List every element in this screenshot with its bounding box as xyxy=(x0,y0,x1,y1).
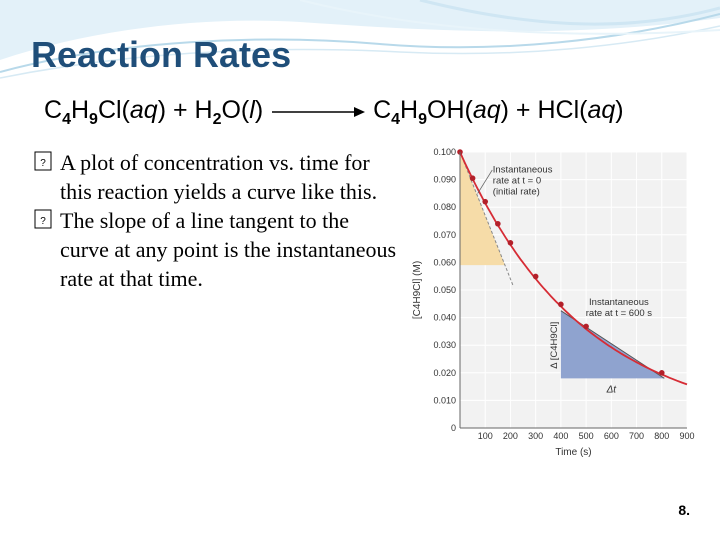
bullet-list: ? A plot of concentration vs. time for t… xyxy=(34,148,398,293)
y-tick-label: 0.100 xyxy=(433,147,456,157)
annotation-initial-rate: rate at t = 0 xyxy=(493,176,541,187)
x-tick-label: 900 xyxy=(679,431,694,441)
data-point xyxy=(469,175,476,182)
bullet-item: ? A plot of concentration vs. time for t… xyxy=(34,148,398,206)
tangent-line-t0 xyxy=(459,151,514,286)
x-tick-label: 500 xyxy=(579,431,594,441)
svg-text:?: ? xyxy=(40,216,46,227)
concentration-time-chart: 0 0.010 0.020 0.030 0.040 0.050 0.060 0.070 0.08… xyxy=(412,147,695,458)
x-tick-label: 100 xyxy=(478,431,493,441)
annotation-rate-600s: rate at t = 600 s xyxy=(586,308,653,319)
y-tick-label: 0.090 xyxy=(433,175,456,185)
plus-sign: + xyxy=(508,96,538,124)
annotation-rate-600s: Instantaneous xyxy=(589,297,649,308)
initial-rate-triangle xyxy=(460,152,505,266)
tangent-triangle-600s xyxy=(560,310,665,379)
data-point xyxy=(495,220,501,227)
x-tick-label: 200 xyxy=(503,431,518,441)
product-2: HCl(aq) xyxy=(537,96,624,124)
y-tick-label: 0.020 xyxy=(433,368,456,378)
y-tick-label: 0.010 xyxy=(433,395,456,405)
annotation-initial-rate: (initial rate) xyxy=(493,187,540,198)
y-tick-label: 0.070 xyxy=(433,230,456,240)
data-point xyxy=(658,370,665,376)
delta-concentration-label: Δ [C4H9Cl] xyxy=(549,322,560,369)
slide-title: Reaction Rates xyxy=(31,34,292,75)
data-point xyxy=(583,323,589,330)
y-axis-label: [C4H9Cl] (M) xyxy=(412,261,423,319)
y-tick-label: 0.040 xyxy=(433,313,456,323)
y-tick-label: 0.080 xyxy=(433,202,456,212)
svg-text:?: ? xyxy=(40,158,46,169)
y-tick-label: 0.050 xyxy=(433,285,456,295)
y-tick-label: 0 xyxy=(451,423,456,433)
product-1: C4H9OH(aq) xyxy=(373,96,509,128)
data-point xyxy=(558,301,564,308)
page-number: 8. xyxy=(678,502,690,518)
annotation-initial-rate: Instantaneous xyxy=(493,165,553,176)
reactant-1: C4H9Cl(aq) xyxy=(44,96,167,128)
x-tick-label: 300 xyxy=(528,431,543,441)
reaction-arrow-icon xyxy=(270,97,366,126)
x-tick-label: 700 xyxy=(629,431,644,441)
data-point xyxy=(532,273,539,280)
delta-time-label: Δt xyxy=(606,384,618,395)
x-axis-label: Time (s) xyxy=(555,447,591,458)
data-point xyxy=(507,240,514,246)
y-tick-label: 0.060 xyxy=(433,257,456,267)
bullet-item: ? The slope of a line tangent to the cur… xyxy=(34,206,398,293)
y-tick-label: 0.030 xyxy=(433,340,456,350)
x-tick-label: 400 xyxy=(553,431,568,441)
x-tick-label: 800 xyxy=(654,431,669,441)
x-tick-label: 600 xyxy=(604,431,619,441)
reaction-equation: C4H9Cl(aq) + H2O(l) C4H9OH(aq) + HCl(aq) xyxy=(44,96,624,128)
data-point xyxy=(482,198,489,205)
bullet-box-icon: ? xyxy=(34,206,52,235)
header-swoosh-decoration xyxy=(0,0,720,79)
bullet-box-icon: ? xyxy=(34,148,52,177)
plus-sign: + xyxy=(166,96,195,124)
annotation-leader-line xyxy=(477,169,493,194)
reactant-2: H2O(l) xyxy=(194,96,264,128)
